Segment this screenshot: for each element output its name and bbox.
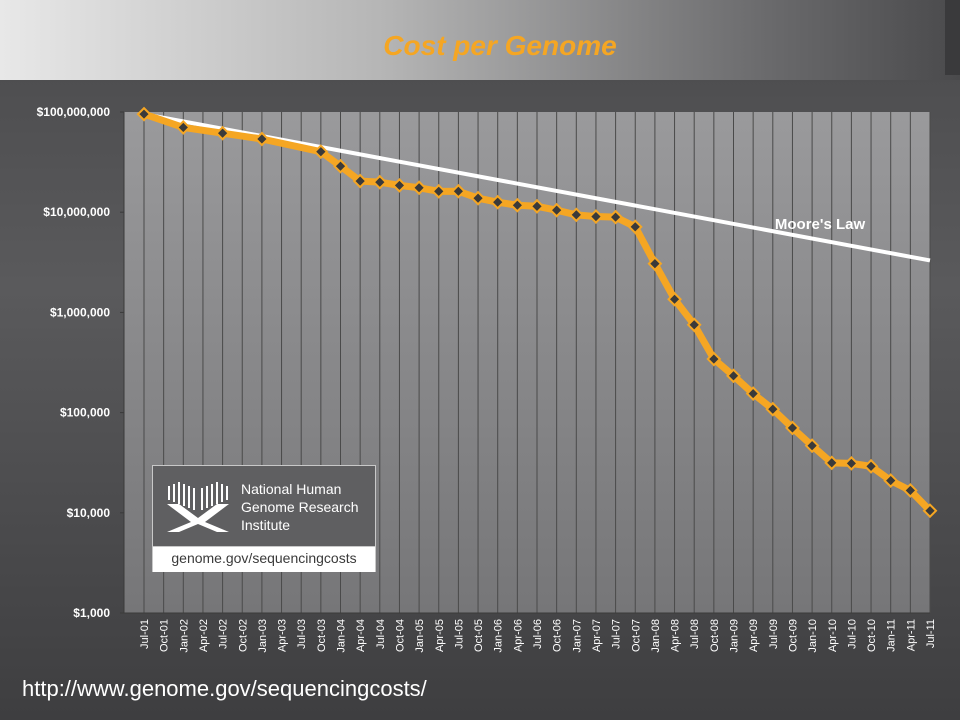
data-point [824,455,840,471]
data-point [765,401,781,417]
logo-name: National Human Genome Research Institute [241,481,359,533]
moores-law-label: Moore's Law [775,216,866,233]
x-tick-label: Apr-08 [670,619,682,652]
nhgri-mark-icon [167,482,229,532]
x-tick-label: Apr-03 [277,619,289,652]
data-point [922,503,938,519]
x-tick-label: Apr-05 [434,619,446,652]
x-tick-label: Jul-11 [925,619,937,648]
data-point [726,368,741,384]
data-point [529,198,545,214]
data-point [647,256,663,272]
x-tick-label: Jan-03 [257,619,269,653]
chart-title: Cost per Genome [383,30,617,61]
data-point [313,144,329,160]
data-point [352,173,368,189]
x-tick-label: Oct-02 [237,619,249,652]
data-point [745,386,761,402]
x-tick-label: Apr-07 [591,619,603,652]
y-tick-label: $10,000 [67,506,111,520]
data-point [392,177,407,193]
x-tick-label: Jul-09 [768,619,780,649]
x-tick-label: Jan-09 [729,619,741,653]
x-tick-label: Oct-04 [394,619,406,652]
x-tick-label: Oct-01 [159,619,171,652]
x-tick-label: Oct-09 [787,619,799,652]
x-tick-label: Oct-10 [866,619,878,652]
x-tick-label: Apr-09 [748,619,760,652]
x-tick-label: Apr-10 [827,619,839,652]
y-tick-label: $100,000,000 [37,105,111,119]
data-point [215,125,231,141]
y-tick-label: $100,000 [60,406,110,420]
data-point [588,209,604,224]
data-point [549,202,565,218]
data-point [509,197,525,213]
x-tick-label: Jan-10 [807,619,819,653]
data-point [490,194,506,210]
data-point [843,455,859,471]
x-tick-label: Oct-03 [316,619,328,652]
x-tick-label: Apr-06 [512,619,524,652]
data-point [686,317,702,333]
x-tick-label: Jan-08 [650,619,662,653]
data-point [136,106,152,122]
data-point [411,180,427,196]
x-tick-label: Jul-04 [375,619,387,649]
data-point [372,174,388,190]
x-tick-label: Oct-06 [552,619,564,652]
x-tick-label: Oct-05 [473,619,485,652]
x-tick-label: Jul-10 [846,619,858,649]
data-point [254,131,270,147]
title-band [0,0,960,80]
x-tick-label: Jan-04 [336,619,348,653]
data-point [627,219,643,235]
x-tick-label: Oct-07 [630,619,642,652]
data-point [568,207,584,223]
x-tick-label: Jan-02 [178,619,190,653]
x-tick-label: Jan-05 [414,619,426,653]
y-tick-label: $1,000,000 [50,305,110,319]
x-tick-label: Jul-03 [296,619,308,649]
source-url[interactable]: http://www.genome.gov/sequencingcosts/ [22,676,427,701]
data-point [470,190,486,206]
x-tick-label: Jul-01 [139,619,151,649]
data-point [431,183,447,199]
x-tick-label: Jan-07 [571,619,583,653]
x-tick-label: Jul-07 [611,619,623,649]
x-tick-label: Jan-06 [493,619,505,653]
data-point [902,483,918,498]
x-tick-label: Apr-02 [198,619,210,652]
x-tick-label: Jul-06 [532,619,544,649]
data-point [785,420,800,436]
title-band-edge [945,0,960,75]
x-tick-label: Jul-05 [453,619,465,649]
x-tick-label: Oct-08 [709,619,721,652]
x-tick-label: Jan-11 [886,619,898,652]
logo-url[interactable]: genome.gov/sequencingcosts [153,546,375,572]
data-point [883,473,899,489]
y-tick-label: $1,000 [73,606,110,620]
data-point [804,438,820,454]
x-tick-label: Apr-11 [905,619,917,651]
data-point [333,158,348,174]
x-tick-label: Apr-04 [355,619,367,652]
data-point [450,183,466,199]
nhgri-logo[interactable]: National Human Genome Research Institute… [152,465,376,572]
x-tick-label: Jul-02 [218,619,230,649]
x-tick-label: Jul-08 [689,619,701,649]
data-point [667,291,682,307]
data-point [175,119,191,135]
data-point [706,351,722,367]
y-tick-label: $10,000,000 [43,205,110,219]
data-point [608,209,624,225]
data-point [863,458,879,474]
